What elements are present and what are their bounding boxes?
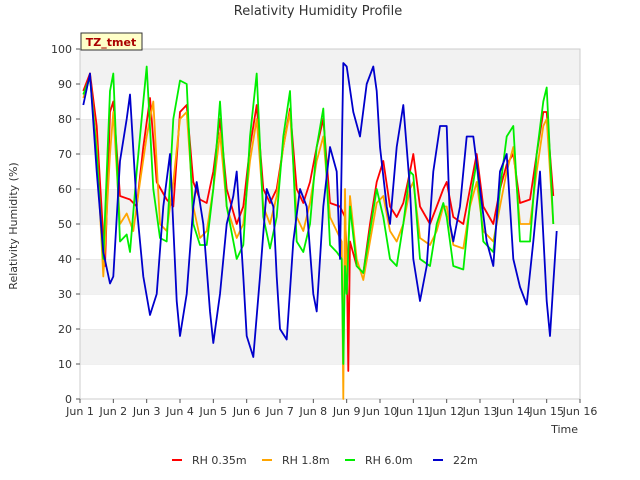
grid-band <box>80 49 580 84</box>
x-tick-label: Jun 7 <box>265 405 294 418</box>
x-tick-label: Jun 10 <box>362 405 398 418</box>
y-tick-label: 50 <box>58 218 72 231</box>
station-badge-label: TZ_tmet <box>86 36 136 49</box>
x-tick-label: Jun 12 <box>428 405 464 418</box>
x-tick-label: Jun 16 <box>562 405 598 418</box>
station-badge-box <box>80 32 143 51</box>
x-tick-label: Jun 15 <box>528 405 564 418</box>
y-tick-label: 100 <box>51 43 72 56</box>
series-line-22m <box>82 62 558 358</box>
legend: RH 0.35m RH 1.8m RH 6.0m 22m <box>172 454 478 467</box>
grid-band <box>80 294 580 329</box>
x-tick-label: Jun 6 <box>232 405 261 418</box>
series-line-rh-6-0m <box>82 65 555 365</box>
x-tick-label: Jun 13 <box>462 405 498 418</box>
y-tick-label: 60 <box>58 183 72 196</box>
y-tick-label: 20 <box>58 323 72 336</box>
y-axis-label: Relativity Humidity (%) <box>7 162 20 289</box>
x-tick-label: Jun 14 <box>495 405 531 418</box>
grid-band <box>80 259 580 294</box>
x-tick-label: Jun 3 <box>132 405 161 418</box>
grid-bands <box>80 48 580 399</box>
x-tick-label: Jun 11 <box>395 405 431 418</box>
y-tick-label: 40 <box>58 253 72 266</box>
x-axis-ticks: Jun 1 Jun 2 Jun 3 Jun 4 Jun 5 Jun 6 Jun 7 Jun 8… <box>65 399 597 418</box>
grid-band <box>80 84 580 119</box>
x-tick-label: Jun 5 <box>198 405 227 418</box>
x-tick-label: Jun 1 <box>65 405 94 418</box>
grid-band <box>80 364 580 399</box>
y-tick-label: 70 <box>58 148 72 161</box>
x-tick-label: Jun 9 <box>332 405 361 418</box>
y-axis-ticks: 0 10 20 30 40 50 60 70 80 90 100 <box>51 43 80 406</box>
legend-label: RH 1.8m <box>282 454 330 467</box>
y-tick-label: 80 <box>58 113 72 126</box>
y-tick-label: 30 <box>58 288 72 301</box>
station-badge: TZ_tmet <box>80 32 143 51</box>
x-tick-label: Jun 2 <box>98 405 127 418</box>
x-tick-label: Jun 4 <box>165 405 194 418</box>
y-tick-label: 0 <box>65 393 72 406</box>
grid-band <box>80 154 580 189</box>
chart-title: Relativity Humidity Profile <box>234 4 402 19</box>
x-tick-label: Jun 8 <box>298 405 327 418</box>
legend-label: RH 0.35m <box>192 454 247 467</box>
legend-label: 22m <box>453 454 478 467</box>
x-axis-label: Time <box>550 423 578 436</box>
y-tick-label: 90 <box>58 78 72 91</box>
grid-band <box>80 329 580 364</box>
legend-label: RH 6.0m <box>365 454 413 467</box>
series-lines <box>82 62 558 400</box>
y-tick-label: 10 <box>58 358 72 371</box>
